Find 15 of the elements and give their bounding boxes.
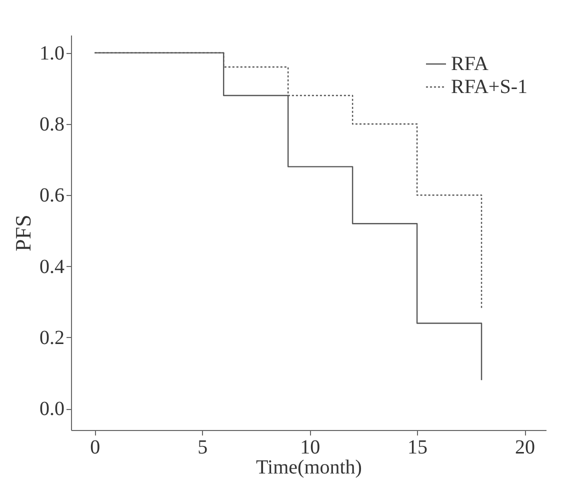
y-tick-label: 1.0 (40, 42, 64, 64)
x-tick-label: 0 (90, 436, 100, 458)
x-tick-label: 5 (198, 436, 208, 458)
x-tick-label: 10 (300, 436, 320, 458)
legend-label: RFA (451, 53, 489, 75)
x-tick-label: 15 (408, 436, 428, 458)
y-tick-label: 0.0 (40, 398, 64, 420)
x-tick-label: 20 (515, 436, 536, 458)
y-axis-title: PFS (10, 214, 36, 252)
y-tick-label: 0.6 (40, 184, 64, 207)
y-tick-label: 0.2 (40, 326, 64, 349)
legend-label: RFA+S-1 (451, 76, 528, 98)
x-axis-title: Time(month) (256, 456, 362, 478)
y-tick-label: 0.8 (40, 113, 64, 136)
y-tick-label: 0.4 (40, 256, 64, 278)
